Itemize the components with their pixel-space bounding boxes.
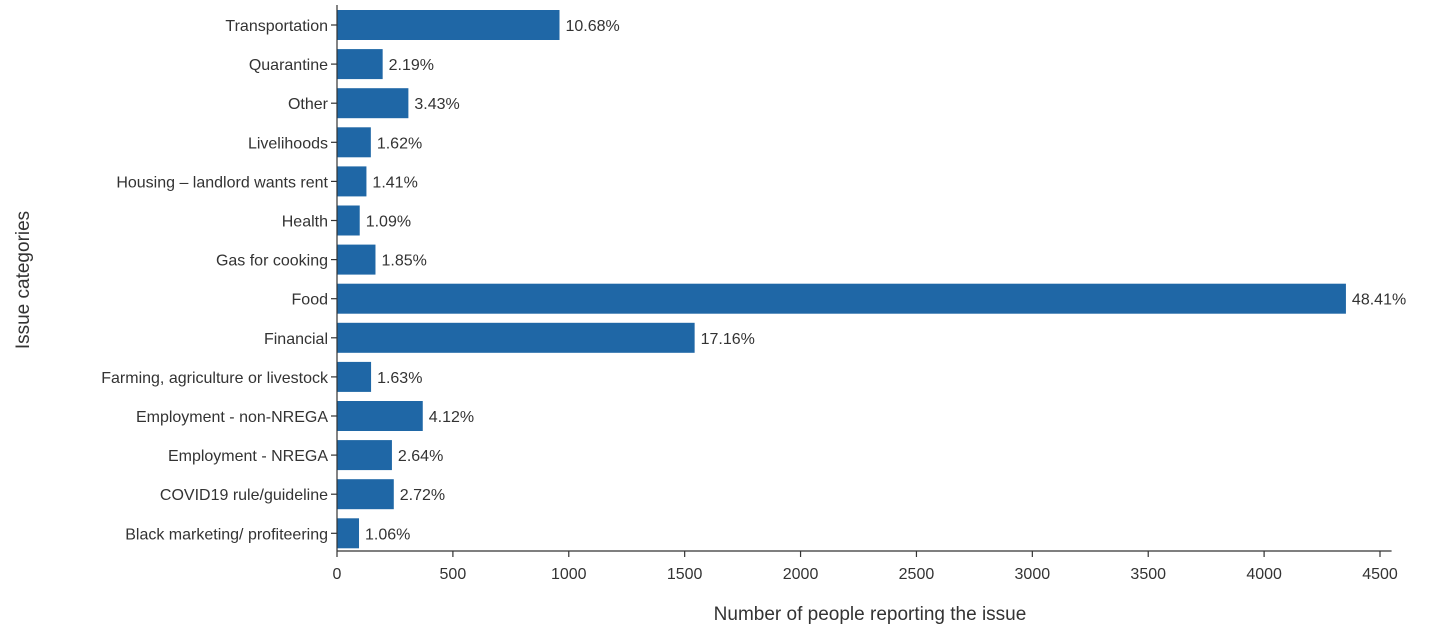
x-tick-label: 4500 xyxy=(1362,566,1398,583)
x-tick-label: 3000 xyxy=(1015,566,1051,583)
category-label: Health xyxy=(282,214,328,231)
category-label: COVID19 rule/guideline xyxy=(160,487,328,504)
category-label: Other xyxy=(288,96,329,113)
data-label: 48.41% xyxy=(1352,292,1406,309)
x-tick-label: 0 xyxy=(333,566,342,583)
data-labels-group: 10.68% 2.19% 3.43% 1.62% 1.41% 1.09% 1.85% 48.4… xyxy=(365,18,1406,543)
x-tick-label: 500 xyxy=(440,566,467,583)
x-tick-label: 2000 xyxy=(783,566,819,583)
data-label: 2.64% xyxy=(398,448,443,465)
data-label: 4.12% xyxy=(429,409,474,426)
x-ticks-group: 0 500 1000 1500 2000 2500 3000 3500 4000 4500 xyxy=(333,551,1398,583)
category-label: Quarantine xyxy=(249,57,328,74)
bar-quarantine xyxy=(337,49,383,80)
category-label: Housing – landlord wants rent xyxy=(116,174,328,191)
category-label: Employment - non-NREGA xyxy=(136,409,328,426)
bar-other xyxy=(337,88,409,119)
category-label: Employment - NREGA xyxy=(168,448,328,465)
bar-covid19-rule-guideline xyxy=(337,479,394,510)
x-tick-label: 3500 xyxy=(1130,566,1166,583)
bar-housing-landlord-wants-rent xyxy=(337,166,367,197)
category-label: Food xyxy=(292,292,328,309)
category-label: Livelihoods xyxy=(248,135,328,152)
bar-black-marketing-profiteering xyxy=(337,518,360,549)
category-label: Farming, agriculture or livestock xyxy=(101,370,329,387)
bar-transportation xyxy=(337,10,560,40)
x-tick-label: 4000 xyxy=(1246,566,1282,583)
data-label: 1.41% xyxy=(372,174,417,191)
y-axis-title: Issue categories xyxy=(13,211,34,349)
category-label: Black marketing/ profiteering xyxy=(125,526,328,543)
x-axis-title: Number of people reporting the issue xyxy=(714,604,1027,625)
data-label: 1.63% xyxy=(377,370,422,387)
bar-health xyxy=(337,205,360,236)
category-label: Transportation xyxy=(225,18,328,35)
x-tick-label: 2500 xyxy=(899,566,935,583)
data-label: 2.19% xyxy=(389,57,434,74)
data-label: 1.62% xyxy=(377,135,422,152)
data-label: 10.68% xyxy=(566,18,620,35)
category-label: Financial xyxy=(264,331,328,348)
data-label: 1.85% xyxy=(381,253,426,270)
bar-food xyxy=(337,283,1346,314)
bar-livelihoods xyxy=(337,127,371,158)
category-label: Gas for cooking xyxy=(216,253,328,270)
data-label: 2.72% xyxy=(400,487,445,504)
bar-employment-nrega xyxy=(337,440,392,471)
data-label: 3.43% xyxy=(414,96,459,113)
bar-farming-agriculture-or-livestock xyxy=(337,361,372,392)
bar-gas-for-cooking xyxy=(337,244,376,275)
data-label: 1.09% xyxy=(366,214,411,231)
bar-financial xyxy=(337,322,695,353)
category-labels-group: Transportation Quarantine Other Livelihoods… xyxy=(101,18,337,543)
data-label: 1.06% xyxy=(365,526,410,543)
data-label: 17.16% xyxy=(701,331,755,348)
x-tick-label: 1000 xyxy=(551,566,587,583)
x-tick-label: 1500 xyxy=(667,566,703,583)
bar-employment-non-nrega xyxy=(337,401,423,431)
bars-group xyxy=(337,10,1346,549)
